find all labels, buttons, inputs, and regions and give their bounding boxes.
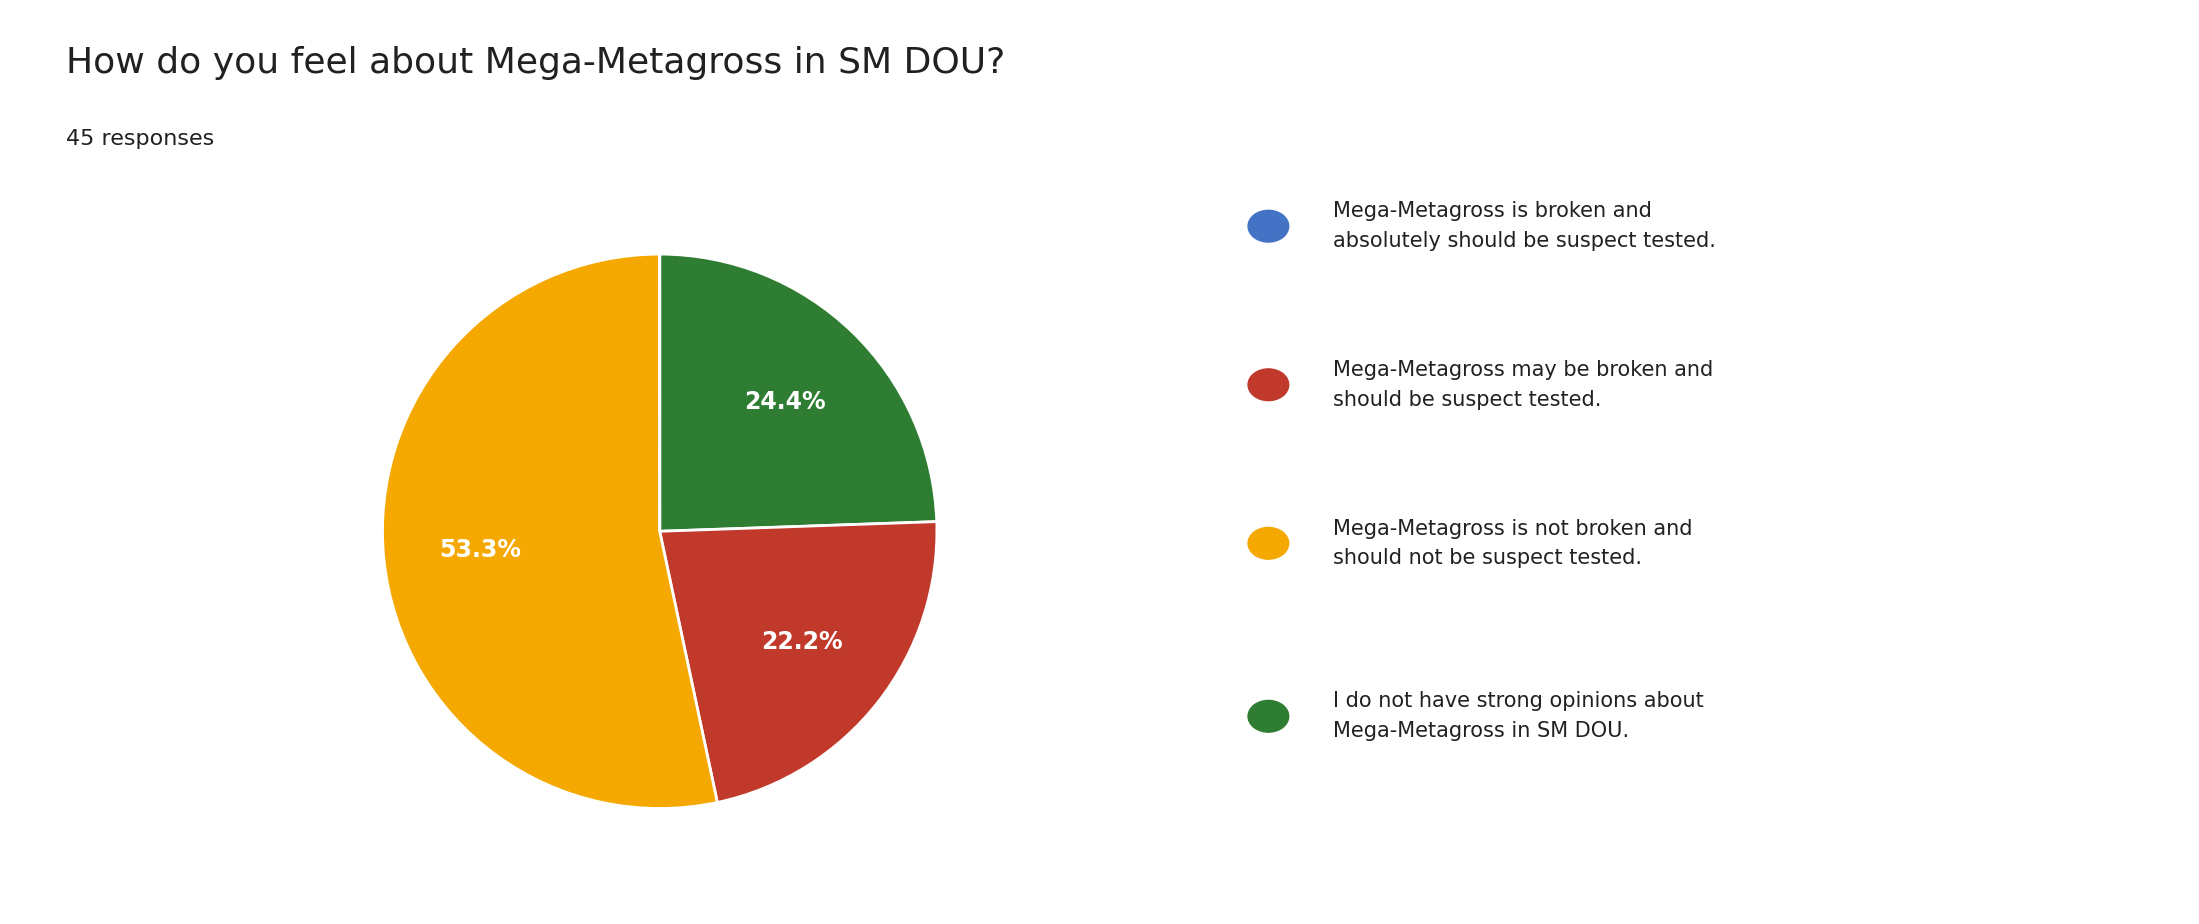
Circle shape	[1249, 528, 1289, 559]
Text: I do not have strong opinions about
Mega-Metagross in SM DOU.: I do not have strong opinions about Mega…	[1333, 691, 1704, 741]
Text: Mega-Metagross is not broken and
should not be suspect tested.: Mega-Metagross is not broken and should …	[1333, 518, 1693, 568]
Circle shape	[1249, 700, 1289, 732]
Text: How do you feel about Mega-Metagross in SM DOU?: How do you feel about Mega-Metagross in …	[66, 46, 1005, 80]
Circle shape	[1249, 369, 1289, 401]
Text: 24.4%: 24.4%	[743, 390, 825, 414]
Circle shape	[1249, 211, 1289, 242]
Wedge shape	[383, 254, 717, 808]
Text: 45 responses: 45 responses	[66, 129, 213, 150]
Text: Mega-Metagross is broken and
absolutely should be suspect tested.: Mega-Metagross is broken and absolutely …	[1333, 201, 1715, 251]
Text: 53.3%: 53.3%	[440, 538, 521, 562]
Wedge shape	[660, 254, 937, 531]
Text: 22.2%: 22.2%	[761, 630, 842, 654]
Wedge shape	[660, 522, 937, 802]
Text: Mega-Metagross may be broken and
should be suspect tested.: Mega-Metagross may be broken and should …	[1333, 360, 1713, 409]
